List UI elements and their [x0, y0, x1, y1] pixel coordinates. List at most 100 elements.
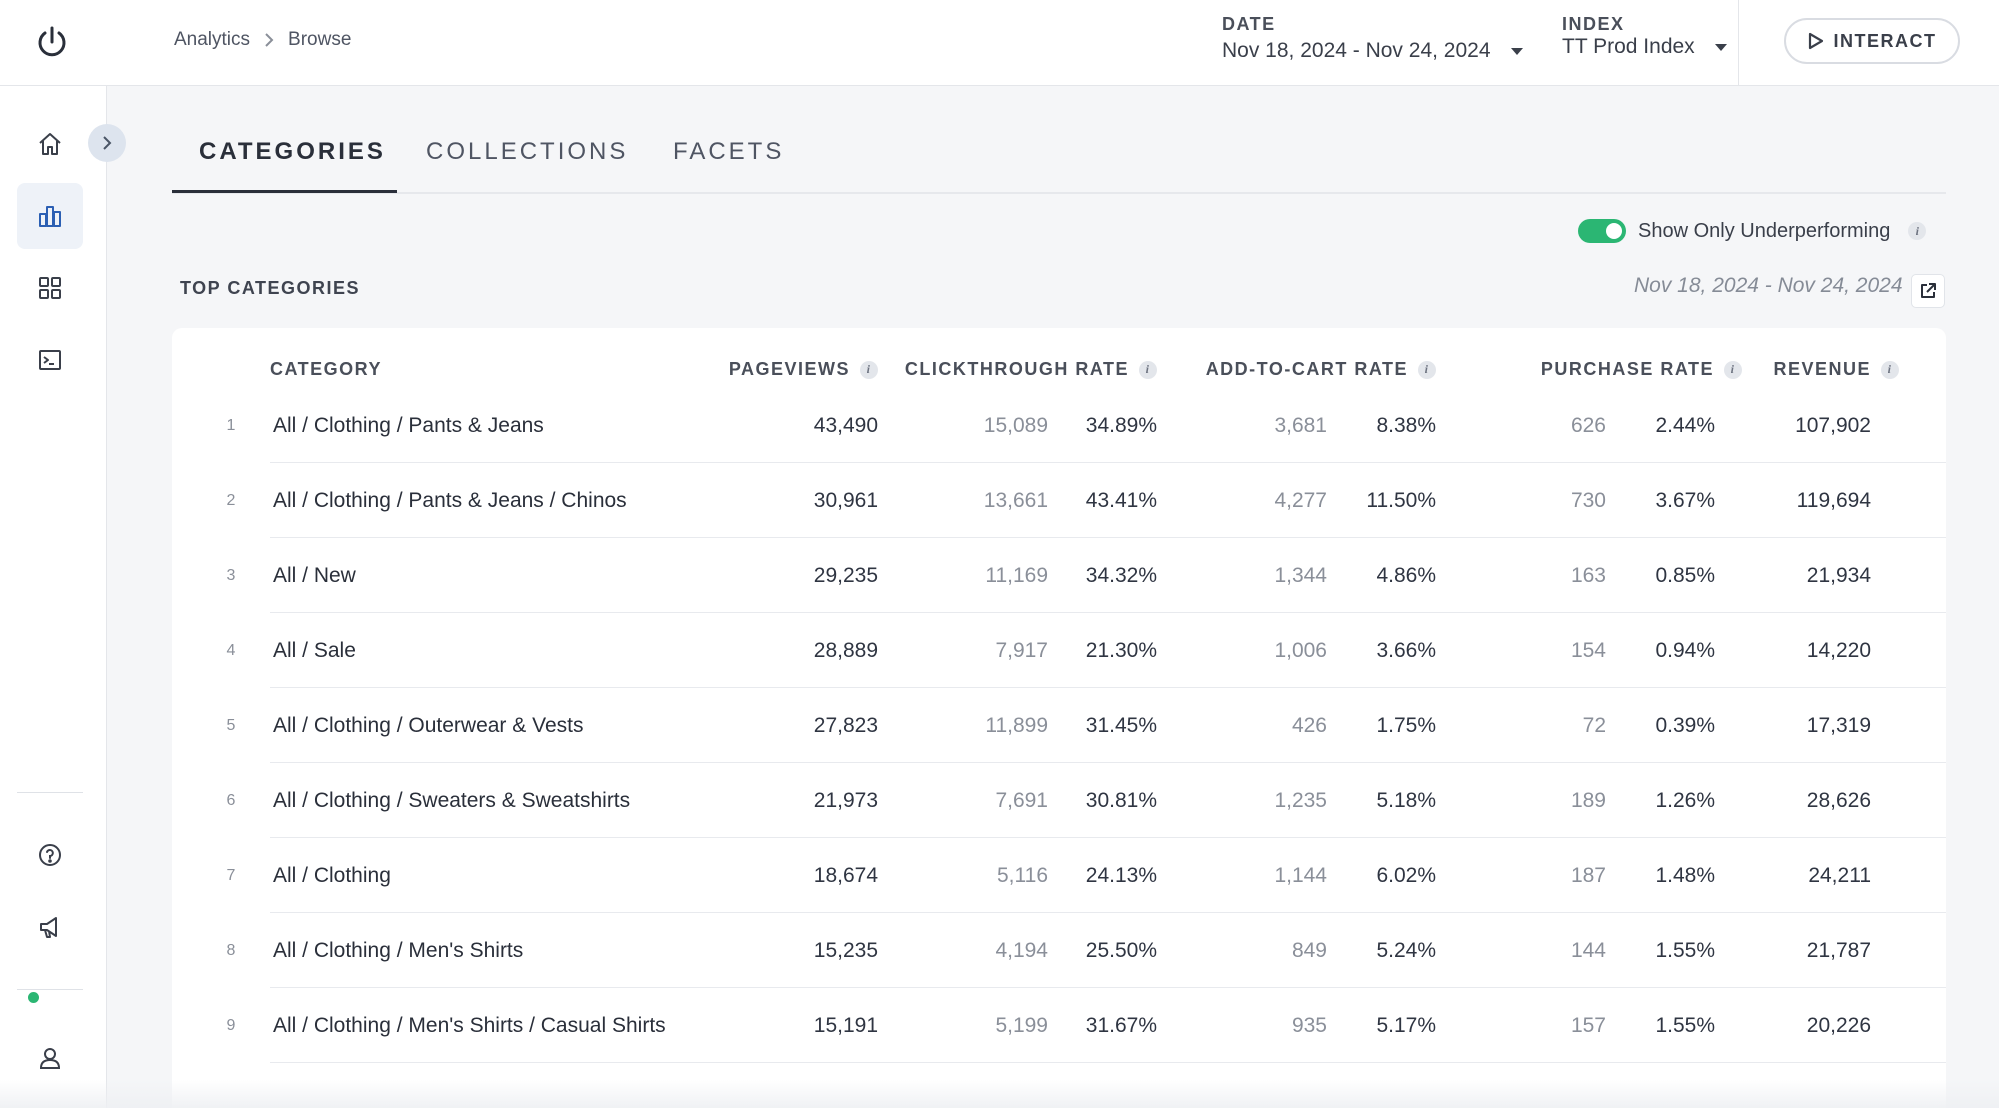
external-link-icon	[1921, 283, 1936, 298]
add-to-cart-count: 935	[1291, 1014, 1327, 1037]
date-dropdown[interactable]: Nov 18, 2024 - Nov 24, 2024	[1222, 39, 1523, 63]
interact-label: INTERACT	[1833, 30, 1937, 51]
nav-analytics[interactable]	[17, 183, 83, 249]
clickthrough-rate: 31.67%	[1085, 1014, 1157, 1037]
revenue-value: 21,787	[1806, 939, 1871, 962]
revenue-value: 17,319	[1806, 714, 1871, 737]
clickthrough-rate: 43.41%	[1085, 489, 1157, 512]
col-header-revenue-label: REVENUE	[1773, 359, 1871, 379]
col-header-revenue[interactable]: REVENUE i	[1773, 359, 1899, 380]
row-number: 9	[226, 1017, 236, 1034]
breadcrumb-analytics[interactable]: Analytics	[174, 29, 251, 50]
nav-home[interactable]	[17, 111, 83, 177]
clickthrough-rate: 25.50%	[1085, 939, 1157, 962]
nav-announcements[interactable]	[17, 894, 83, 960]
clicks-count: 5,199	[995, 1014, 1048, 1037]
purchase-count: 144	[1570, 939, 1606, 962]
clicks-count: 5,116	[997, 864, 1048, 887]
info-icon[interactable]: i	[1418, 360, 1436, 379]
row-number: 4	[226, 642, 236, 659]
sidebar-divider	[17, 792, 83, 793]
add-to-cart-rate: 11.50%	[1366, 489, 1436, 512]
purchase-count: 626	[1570, 414, 1606, 437]
grid-icon	[39, 277, 61, 299]
info-icon[interactable]: i	[1908, 222, 1927, 240]
row-number: 7	[226, 867, 236, 884]
purchase-rate: 1.48%	[1655, 864, 1715, 887]
table-row[interactable]: 6 All / Clothing / Sweaters & Sweatshirts…	[172, 763, 1946, 838]
pageviews-value: 15,191	[813, 1014, 878, 1037]
add-to-cart-count: 3,681	[1274, 414, 1327, 437]
table-row[interactable]: 3 All / New 29,235 11,169 34.32% 1,344 4.86% 16…	[172, 538, 1946, 613]
clickthrough-rate: 31.45%	[1085, 714, 1157, 737]
power-logo-icon[interactable]	[30, 20, 74, 64]
add-to-cart-rate: 3.66%	[1376, 639, 1436, 662]
info-icon[interactable]: i	[1139, 360, 1157, 379]
breadcrumb: Analytics Browse	[174, 29, 351, 51]
add-to-cart-rate: 1.75%	[1376, 714, 1436, 737]
row-divider	[270, 462, 1946, 463]
col-header-atc[interactable]: ADD-TO-CART RATE i	[1206, 359, 1436, 380]
col-header-category[interactable]: CATEGORY	[270, 359, 382, 380]
table-row[interactable]: 1 All / Clothing / Pants & Jeans 43,490 15,…	[172, 388, 1946, 463]
col-header-ctr[interactable]: CLICKTHROUGH RATE i	[905, 359, 1157, 380]
nav-help[interactable]	[17, 822, 83, 888]
table-row[interactable]: 7 All / Clothing 18,674 5,116 24.13% 1,144 6.0…	[172, 838, 1946, 913]
pageviews-value: 29,235	[813, 564, 878, 587]
clicks-count: 7,917	[995, 639, 1048, 662]
index-dropdown[interactable]: TT Prod Index	[1562, 35, 1727, 59]
table-row[interactable]: 2 All / Clothing / Pants & Jeans / Chinos…	[172, 463, 1946, 538]
tab-bar: CATEGORIES COLLECTIONS FACETS	[172, 126, 1946, 194]
category-name: All / Clothing / Sweaters & Sweatshirts	[273, 789, 631, 812]
top-header: Analytics Browse DATE Nov 18, 2024 - Nov…	[0, 0, 1999, 86]
add-to-cart-rate: 5.17%	[1376, 1014, 1436, 1037]
revenue-value: 28,626	[1806, 789, 1871, 812]
tab-collections[interactable]: COLLECTIONS	[426, 138, 629, 165]
col-header-atc-label: ADD-TO-CART RATE	[1205, 359, 1408, 379]
index-selector[interactable]: INDEX TT Prod Index	[1562, 14, 1727, 59]
table-row[interactable]: 4 All / Sale 28,889 7,917 21.30% 1,006 3.66% 15…	[172, 613, 1946, 688]
nav-grid[interactable]	[17, 255, 83, 321]
nav-console[interactable]	[17, 327, 83, 393]
date-value: Nov 18, 2024 - Nov 24, 2024	[1222, 39, 1491, 62]
revenue-value: 107,902	[1795, 414, 1871, 437]
col-header-purchase[interactable]: PURCHASE RATE i	[1541, 359, 1742, 380]
clickthrough-rate: 34.89%	[1085, 414, 1157, 437]
category-name: All / Clothing / Pants & Jeans / Chinos	[273, 489, 627, 512]
purchase-count: 189	[1570, 789, 1606, 812]
pageviews-value: 30,961	[813, 489, 878, 512]
col-header-pageviews[interactable]: PAGEVIEWS i	[729, 359, 878, 380]
underperforming-toggle[interactable]	[1578, 219, 1626, 243]
date-selector[interactable]: DATE Nov 18, 2024 - Nov 24, 2024	[1222, 14, 1523, 63]
help-icon	[39, 844, 61, 866]
table-row[interactable]: 5 All / Clothing / Outerwear & Vests 27,82…	[172, 688, 1946, 763]
col-header-purchase-label: PURCHASE RATE	[1540, 359, 1714, 379]
row-number: 2	[226, 492, 236, 509]
interact-button[interactable]: INTERACT	[1784, 18, 1960, 64]
pageviews-value: 21,973	[813, 789, 878, 812]
date-label: DATE	[1222, 14, 1276, 34]
add-to-cart-rate: 5.18%	[1376, 789, 1436, 812]
play-icon	[1808, 32, 1823, 50]
info-icon[interactable]: i	[1881, 360, 1899, 379]
scroll-fade	[0, 1080, 1999, 1108]
pageviews-value: 28,889	[813, 639, 878, 662]
row-divider	[270, 762, 1946, 763]
info-icon[interactable]: i	[860, 360, 878, 379]
purchase-count: 730	[1570, 489, 1606, 512]
tab-facets[interactable]: FACETS	[673, 138, 785, 165]
clickthrough-rate: 34.32%	[1085, 564, 1157, 587]
table-row[interactable]: 9 All / Clothing / Men's Shirts / Casual …	[172, 988, 1946, 1063]
nav-profile[interactable]	[17, 1025, 83, 1091]
clicks-count: 4,194	[995, 939, 1048, 962]
row-number: 3	[226, 567, 236, 584]
export-button[interactable]	[1911, 274, 1945, 308]
table-row[interactable]: 8 All / Clothing / Men's Shirts 15,235 4,19…	[172, 913, 1946, 988]
info-icon[interactable]: i	[1724, 360, 1742, 379]
purchase-rate: 2.44%	[1655, 414, 1715, 437]
sidebar-expand-button[interactable]	[88, 124, 126, 162]
tab-categories[interactable]: CATEGORIES	[199, 138, 386, 165]
category-name: All / Clothing / Pants & Jeans	[273, 414, 544, 437]
header-divider	[1738, 0, 1739, 86]
purchase-count: 187	[1570, 864, 1606, 887]
